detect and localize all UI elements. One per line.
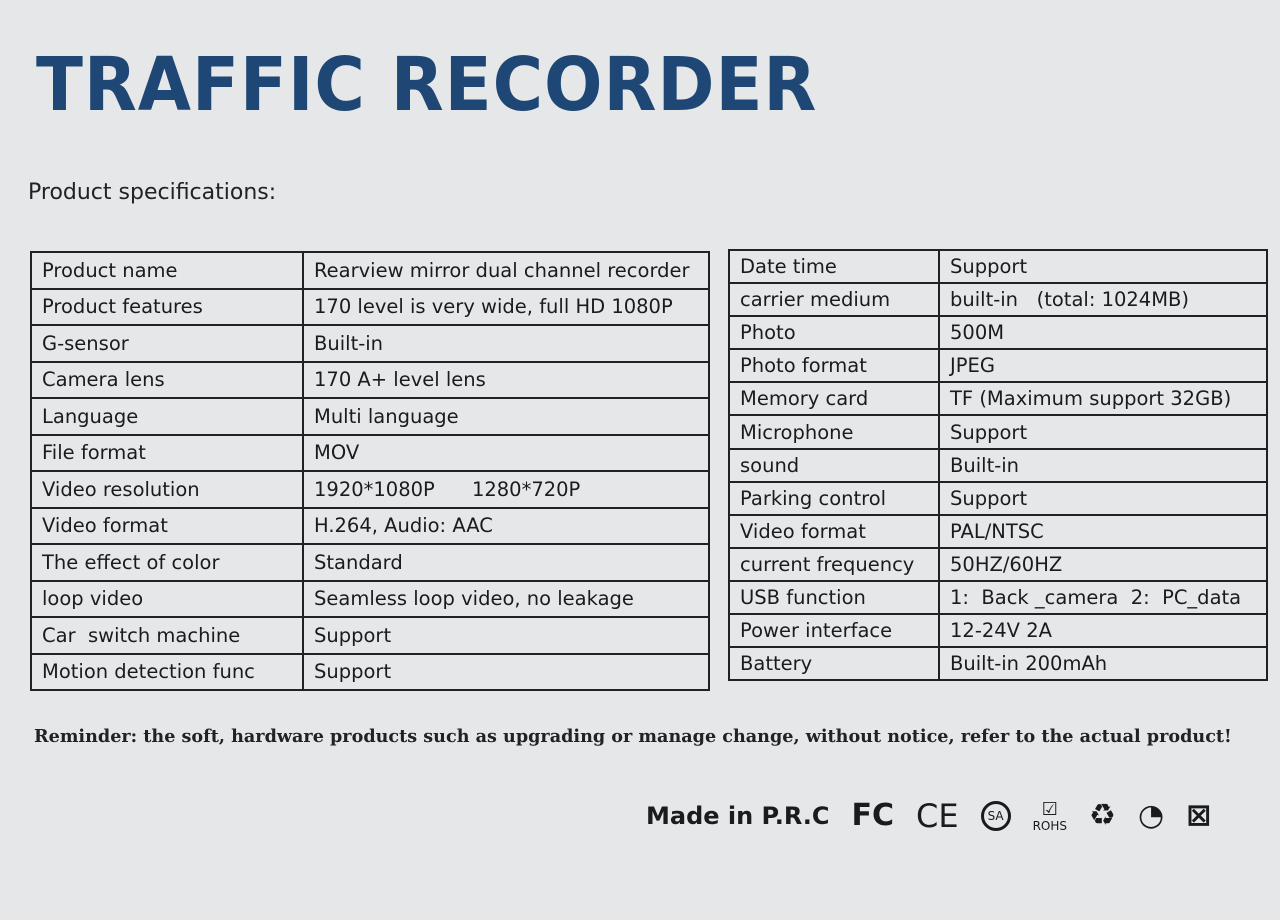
spec-label: Video format <box>30 506 304 545</box>
spec-value: 500M <box>938 315 1268 351</box>
spec-value: Support <box>302 616 710 655</box>
rohs-label: ROHS <box>1032 818 1068 833</box>
spec-label: Date time <box>728 248 940 285</box>
table-row: Photo 500M <box>728 315 1268 351</box>
table-row: Photo format JPEG <box>728 348 1268 384</box>
spec-label: Camera lens <box>30 360 304 399</box>
spec-value: MOV <box>302 433 710 472</box>
table-row: carrier medium built-in (total: 1024MB) <box>728 282 1268 318</box>
spec-value: 1920*1080P 1280*720P <box>302 470 710 509</box>
spec-value: Multi language <box>302 397 710 436</box>
spec-label: current frequency <box>728 546 940 582</box>
table-row: Date time Support <box>728 248 1268 285</box>
table-row: Language Multi language <box>30 397 710 436</box>
recycle-icon: ♻ <box>1089 798 1116 834</box>
spec-label: loop video <box>30 579 304 618</box>
table-row: The effect of color Standard <box>30 543 710 582</box>
table-row: Memory card TF (Maximum support 32GB) <box>728 381 1268 417</box>
footer-certifications: Made in P.R.C FC CE SA ☑ ROHS ♻ ◔ ⊠ <box>646 800 1211 833</box>
spec-value: H.264, Audio: AAC <box>302 506 710 545</box>
spec-label: Product features <box>30 287 304 326</box>
spec-label: carrier medium <box>728 282 940 318</box>
section-heading: Product specifications: <box>28 180 277 205</box>
spec-value: Support <box>938 414 1268 450</box>
table-row: Product name Rearview mirror dual channel… <box>30 251 710 290</box>
table-row: File format MOV <box>30 433 710 472</box>
spec-value: 170 A+ level lens <box>302 360 710 399</box>
rohs-icon: ☑ ROHS <box>1032 799 1068 833</box>
spec-value: Support <box>302 652 710 691</box>
spec-label: Power interface <box>728 613 940 649</box>
spec-value: Built-in <box>938 447 1268 483</box>
spec-label: File format <box>30 433 304 472</box>
table-row: sound Built-in <box>728 447 1268 483</box>
spec-value: Built-in <box>302 324 710 363</box>
green-dot-icon: ◔ <box>1137 798 1165 834</box>
spec-table-left: Product name Rearview mirror dual channel… <box>30 251 710 691</box>
spec-label: sound <box>728 447 940 483</box>
spec-label: USB function <box>728 579 940 616</box>
spec-value: built-in (total: 1024MB) <box>938 282 1268 318</box>
spec-value: Support <box>938 480 1268 516</box>
table-row: Video resolution 1920*1080P 1280*720P <box>30 470 710 509</box>
table-row: Microphone Support <box>728 414 1268 450</box>
table-row: Car switch machine Support <box>30 616 710 655</box>
table-row: current frequency 50HZ/60HZ <box>728 546 1268 582</box>
spec-label: Microphone <box>728 414 940 450</box>
spec-label: Car switch machine <box>30 616 304 655</box>
spec-label: Video format <box>728 513 940 549</box>
made-in-label: Made in P.R.C <box>646 802 830 831</box>
spec-label: G-sensor <box>30 324 304 363</box>
table-row: Video format H.264, Audio: AAC <box>30 506 710 545</box>
table-row: G-sensor Built-in <box>30 324 710 363</box>
csa-mark-text: SA <box>987 809 1004 824</box>
table-row: Product features 170 level is very wide, … <box>30 287 710 326</box>
spec-label: Video resolution <box>30 470 304 509</box>
spec-value: 170 level is very wide, full HD 1080P <box>302 287 710 326</box>
table-row: Video format PAL/NTSC <box>728 513 1268 549</box>
reminder-note: Reminder: the soft, hardware products su… <box>34 726 1232 747</box>
spec-value: Seamless loop video, no leakage <box>302 579 710 618</box>
weee-bin-icon: ⊠ <box>1186 798 1212 834</box>
spec-label: Memory card <box>728 381 940 417</box>
spec-label: The effect of color <box>30 543 304 582</box>
table-row: Battery Built-in 200mAh <box>728 646 1268 682</box>
csa-icon: SA <box>980 801 1011 832</box>
spec-value: PAL/NTSC <box>938 513 1268 549</box>
table-row: USB function 1: Back _camera 2: PC_data <box>728 579 1268 616</box>
spec-value: 50HZ/60HZ <box>938 546 1268 582</box>
spec-label: Parking control <box>728 480 940 516</box>
table-row: Motion detection func Support <box>30 652 710 691</box>
fcc-icon: FC <box>851 798 895 834</box>
table-row: loop video Seamless loop video, no leakag… <box>30 579 710 618</box>
spec-value: Rearview mirror dual channel recorder <box>302 251 710 290</box>
spec-value: Built-in 200mAh <box>938 646 1268 682</box>
spec-value: 12-24V 2A <box>938 613 1268 649</box>
spec-label: Product name <box>30 251 304 290</box>
table-row: Power interface 12-24V 2A <box>728 613 1268 649</box>
spec-label: Photo <box>728 315 940 351</box>
ce-icon: CE <box>916 797 959 836</box>
spec-label: Battery <box>728 646 940 682</box>
page-title: TRAFFIC RECORDER <box>36 42 818 128</box>
spec-table-right: Date time Support carrier medium built-in (… <box>728 248 1268 682</box>
spec-label: Motion detection func <box>30 652 304 691</box>
spec-value: Standard <box>302 543 710 582</box>
table-row: Camera lens 170 A+ level lens <box>30 360 710 399</box>
spec-value: TF (Maximum support 32GB) <box>938 381 1268 417</box>
table-row: Parking control Support <box>728 480 1268 516</box>
spec-value: JPEG <box>938 348 1268 384</box>
spec-value: 1: Back _camera 2: PC_data <box>938 579 1268 616</box>
spec-label: Photo format <box>728 348 940 384</box>
spec-label: Language <box>30 397 304 436</box>
spec-value: Support <box>938 248 1268 285</box>
